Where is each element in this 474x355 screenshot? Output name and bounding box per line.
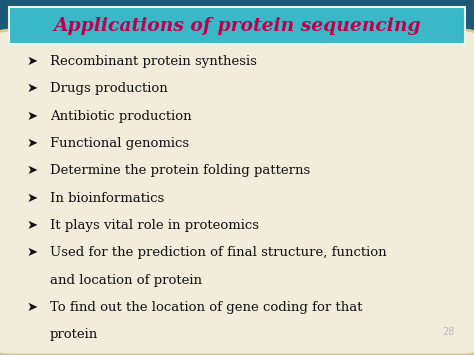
Text: Drugs production: Drugs production: [50, 82, 167, 95]
Text: Determine the protein folding patterns: Determine the protein folding patterns: [50, 164, 310, 178]
Text: ➤: ➤: [26, 55, 37, 68]
Text: Applications of protein sequencing: Applications of protein sequencing: [53, 17, 421, 35]
Text: ➤: ➤: [26, 219, 37, 232]
Text: ➤: ➤: [26, 137, 37, 150]
Text: 28: 28: [443, 327, 455, 337]
Text: protein: protein: [50, 328, 98, 342]
Text: ➤: ➤: [26, 82, 37, 95]
FancyBboxPatch shape: [0, 30, 474, 355]
Text: ➤: ➤: [26, 301, 37, 314]
Text: ➤: ➤: [26, 164, 37, 178]
Text: ➤: ➤: [26, 192, 37, 205]
Text: Antibiotic production: Antibiotic production: [50, 110, 191, 123]
Text: ➤: ➤: [26, 110, 37, 123]
Text: Functional genomics: Functional genomics: [50, 137, 189, 150]
Text: ➤: ➤: [26, 246, 37, 260]
Text: Used for the prediction of final structure, function: Used for the prediction of final structu…: [50, 246, 386, 260]
Text: and location of protein: and location of protein: [50, 274, 202, 287]
Text: It plays vital role in proteomics: It plays vital role in proteomics: [50, 219, 259, 232]
Text: To find out the location of gene coding for that: To find out the location of gene coding …: [50, 301, 362, 314]
Text: Recombinant protein synthesis: Recombinant protein synthesis: [50, 55, 256, 68]
FancyBboxPatch shape: [9, 7, 465, 44]
Text: In bioinformatics: In bioinformatics: [50, 192, 164, 205]
